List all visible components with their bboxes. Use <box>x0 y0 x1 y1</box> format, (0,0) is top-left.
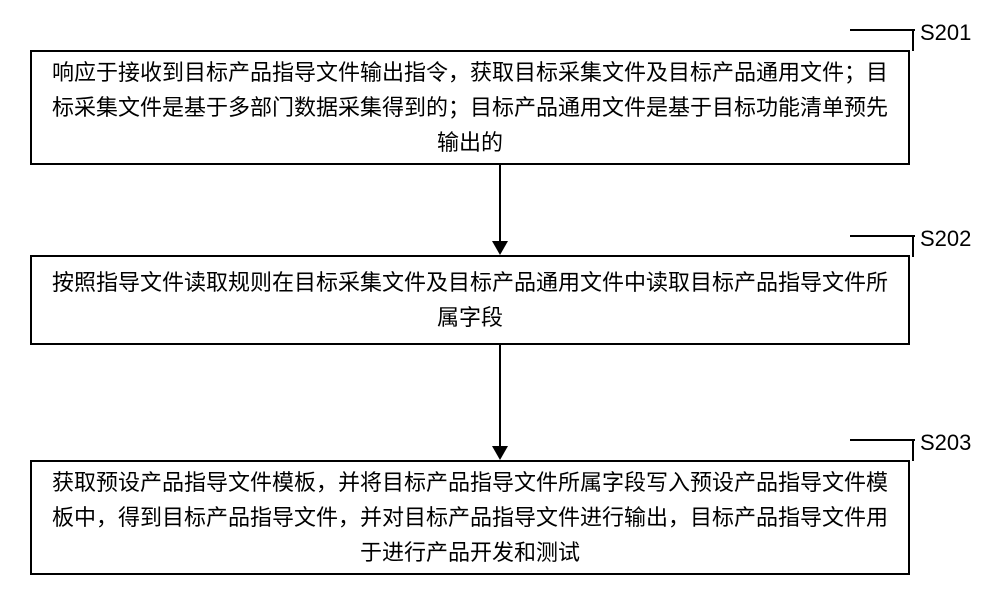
step-box-s202: 按照指导文件读取规则在目标采集文件及目标产品通用文件中读取目标产品指导文件所属字… <box>30 255 910 345</box>
arrow-1 <box>492 165 508 255</box>
connector-s203-v <box>912 439 914 461</box>
step-box-s203: 获取预设产品指导文件模板，并将目标产品指导文件所属字段写入预设产品指导文件模板中… <box>30 460 910 575</box>
step-text-s201: 响应于接收到目标产品指导文件输出指令，获取目标采集文件及目标产品通用文件；目标采… <box>52 55 888 161</box>
connector-s201-h <box>850 29 915 31</box>
step-text-s202: 按照指导文件读取规则在目标采集文件及目标产品通用文件中读取目标产品指导文件所属字… <box>52 265 888 335</box>
arrow-2-head <box>492 446 508 460</box>
arrow-1-line <box>499 165 501 241</box>
arrow-2-line <box>499 345 501 446</box>
label-s201: S201 <box>920 20 971 46</box>
connector-s202-h <box>850 235 915 237</box>
step-box-s201: 响应于接收到目标产品指导文件输出指令，获取目标采集文件及目标产品通用文件；目标采… <box>30 50 910 165</box>
flowchart-container: S201 响应于接收到目标产品指导文件输出指令，获取目标采集文件及目标产品通用文… <box>0 0 1000 607</box>
arrow-2 <box>492 345 508 460</box>
connector-s202-v <box>912 235 914 257</box>
arrow-1-head <box>492 241 508 255</box>
label-s202: S202 <box>920 226 971 252</box>
label-s203: S203 <box>920 430 971 456</box>
connector-s203-h <box>850 439 915 441</box>
connector-s201-v <box>912 29 914 51</box>
step-text-s203: 获取预设产品指导文件模板，并将目标产品指导文件所属字段写入预设产品指导文件模板中… <box>52 465 888 571</box>
